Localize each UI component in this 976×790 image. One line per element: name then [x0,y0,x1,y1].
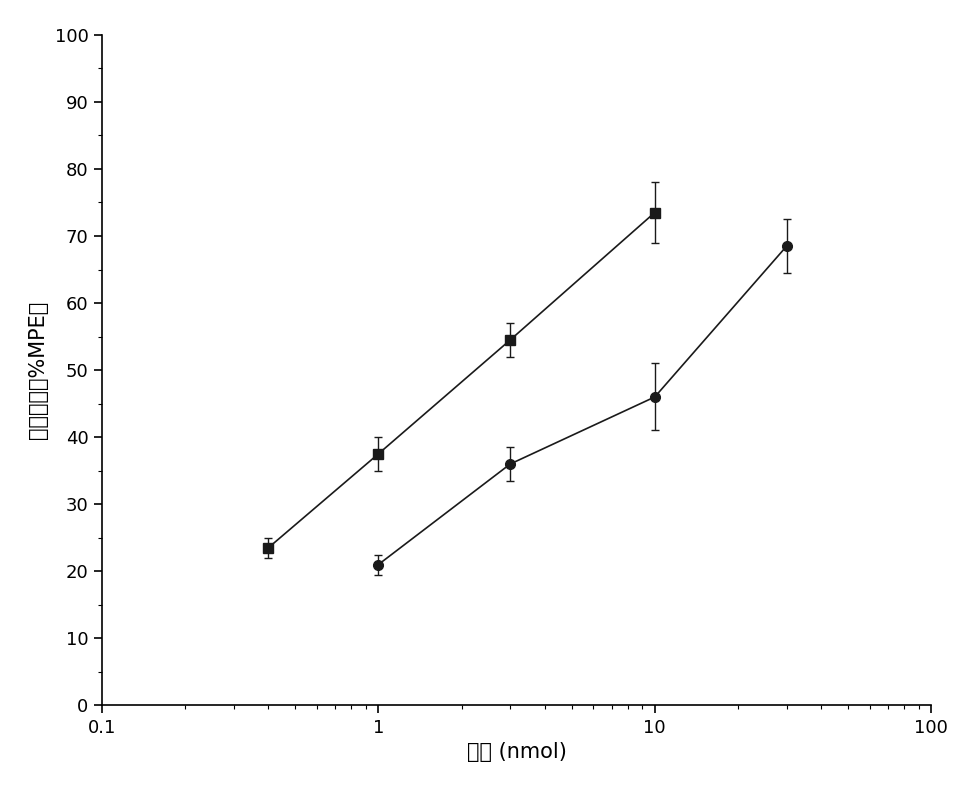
Y-axis label: 镇痛活性（%MPE）: 镇痛活性（%MPE） [27,301,48,439]
X-axis label: 剂量 (nmol): 剂量 (nmol) [467,743,566,762]
